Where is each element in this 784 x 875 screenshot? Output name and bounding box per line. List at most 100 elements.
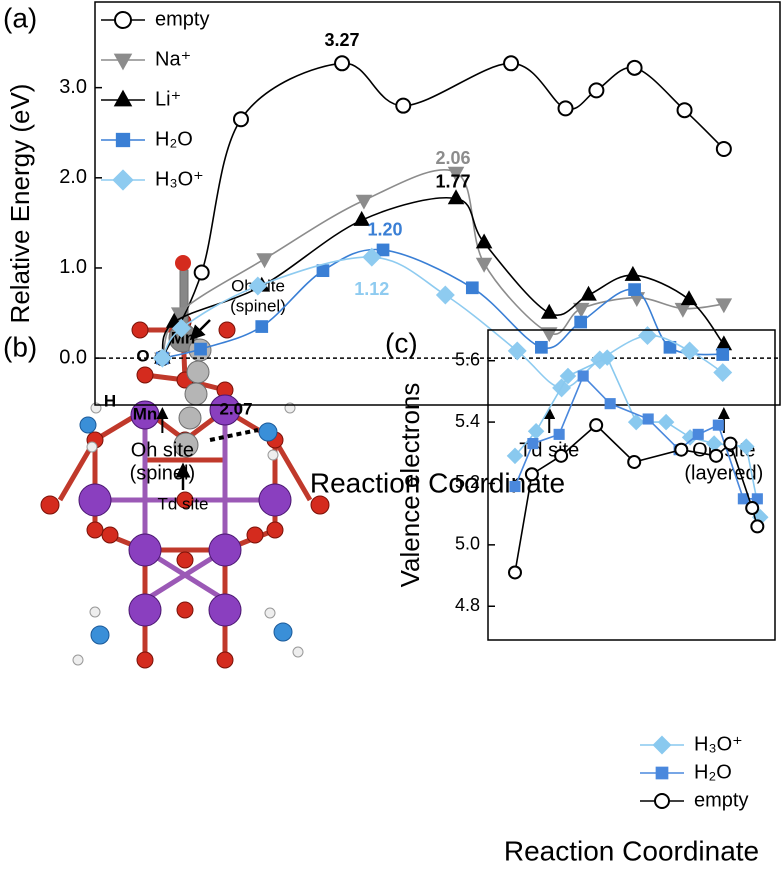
- panel-label: (b): [3, 331, 37, 362]
- marker: [554, 448, 569, 463]
- marker: [507, 565, 522, 580]
- y-tick-label: 5.6: [455, 349, 480, 369]
- y-tick-label: 5.4: [455, 411, 480, 431]
- peak-label: 3.27: [325, 30, 360, 50]
- marker: [559, 367, 577, 385]
- marker: [572, 302, 590, 318]
- plot-frame: [487, 329, 776, 641]
- marker: [624, 265, 642, 281]
- marker: [598, 349, 616, 366]
- legend-marker: [114, 11, 132, 29]
- marker: [465, 281, 479, 295]
- peak-label: 1.12: [354, 279, 389, 299]
- marker: [553, 428, 565, 440]
- marker: [577, 370, 589, 382]
- series: [507, 418, 765, 580]
- marker: [256, 253, 273, 269]
- marker: [627, 413, 645, 431]
- y-tick-label: 2.0: [59, 166, 87, 188]
- site-label: Td site: [157, 494, 208, 513]
- marker: [362, 247, 382, 267]
- marker: [316, 264, 330, 278]
- marker: [193, 264, 210, 281]
- legend-marker: [655, 766, 669, 780]
- panel-label: (c): [385, 327, 418, 358]
- marker: [435, 285, 455, 305]
- legend-label: empty: [155, 8, 209, 30]
- y-tick-label: 0.0: [59, 346, 87, 368]
- site-label: Oh site: [131, 439, 194, 461]
- marker: [248, 276, 268, 296]
- legend-label: H₂O: [155, 128, 193, 150]
- peak-label: 1.77: [436, 171, 471, 191]
- y-tick-label: 5.2: [455, 472, 480, 492]
- marker: [745, 501, 760, 516]
- legend-label: H₃O⁺: [155, 168, 204, 190]
- marker: [574, 315, 588, 329]
- x-axis-label: Reaction Coordinate: [310, 467, 565, 498]
- marker: [737, 493, 749, 505]
- marker: [604, 398, 616, 410]
- y-tick-label: 3.0: [59, 76, 87, 98]
- marker: [589, 418, 604, 433]
- marker: [506, 447, 524, 465]
- marker: [663, 340, 677, 354]
- marker: [676, 102, 693, 119]
- marker: [638, 326, 657, 346]
- marker: [527, 438, 539, 450]
- marker: [353, 210, 370, 226]
- marker: [194, 342, 207, 356]
- structure: [40, 255, 330, 669]
- marker: [524, 467, 539, 482]
- peak-label: 1.20: [368, 220, 403, 240]
- legend-marker: [112, 169, 134, 191]
- site-label: (spinel): [230, 296, 286, 315]
- atom-label: Mn: [133, 404, 158, 423]
- marker: [334, 55, 351, 72]
- marker: [172, 318, 191, 338]
- marker: [152, 348, 172, 368]
- marker: [447, 189, 465, 205]
- marker: [715, 298, 733, 314]
- legend-label: H₂O: [694, 761, 732, 783]
- marker: [475, 257, 493, 273]
- y-tick-label: 4.8: [455, 595, 480, 615]
- marker: [627, 454, 642, 469]
- marker: [447, 166, 465, 182]
- marker: [716, 348, 730, 361]
- y-axis-label: Relative Energy (eV): [5, 84, 35, 324]
- site-label: (layered): [684, 462, 763, 484]
- series-line: [514, 424, 759, 573]
- marker: [680, 341, 700, 361]
- legend-marker: [652, 735, 672, 755]
- y-tick-label: 5.0: [455, 534, 480, 554]
- site-label: (spinel): [130, 462, 196, 484]
- distance-label: 2.07: [219, 399, 252, 418]
- marker: [503, 55, 520, 72]
- marker: [475, 233, 493, 249]
- marker: [509, 480, 521, 493]
- marker: [232, 111, 249, 128]
- atom-label: H: [104, 391, 116, 410]
- marker: [507, 341, 527, 361]
- marker: [540, 303, 558, 319]
- legend-label: Li⁺: [155, 88, 181, 110]
- marker: [713, 363, 733, 383]
- legend-marker: [115, 132, 131, 148]
- marker: [723, 436, 738, 451]
- marker: [628, 283, 641, 296]
- marker: [709, 448, 724, 463]
- marker: [626, 59, 643, 76]
- legend-marker: [113, 89, 133, 107]
- legend-label: H₃O⁺: [694, 733, 743, 755]
- y-tick-label: 1.0: [59, 256, 87, 278]
- panel-label: (a): [3, 2, 37, 33]
- marker: [692, 428, 704, 440]
- x-axis-label: Reaction Coordinate: [504, 835, 759, 866]
- marker: [738, 438, 755, 455]
- peak-label: 2.06: [436, 148, 471, 168]
- marker: [395, 97, 412, 114]
- marker: [715, 140, 732, 157]
